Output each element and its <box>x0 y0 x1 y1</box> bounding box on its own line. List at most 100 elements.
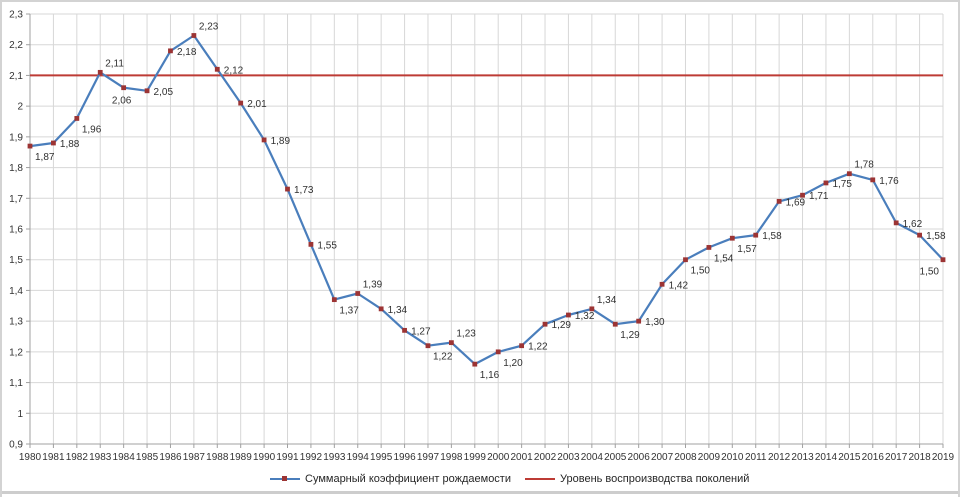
replacement-line-swatch-icon <box>525 478 555 480</box>
data-point-marker[interactable] <box>753 232 759 238</box>
y-axis-label: 1,7 <box>9 194 23 205</box>
data-point-label: 1,27 <box>411 326 431 337</box>
data-point-label: 1,88 <box>60 139 80 150</box>
data-point-label: 2,18 <box>177 47 197 58</box>
data-point-marker[interactable] <box>51 140 56 146</box>
x-axis-label: 2014 <box>815 452 838 463</box>
legend-item-replacement-level[interactable]: Уровень воспроизводства поколений <box>525 473 749 485</box>
data-point-marker[interactable] <box>870 177 876 183</box>
data-point-label: 1,75 <box>832 179 852 190</box>
x-axis-label: 1992 <box>300 452 323 463</box>
data-point-marker[interactable] <box>308 241 314 247</box>
x-axis-label: 2012 <box>768 452 791 463</box>
data-point-marker[interactable] <box>238 100 244 106</box>
legend-label-fertility-rate: Суммарный коэффициент рождаемости <box>305 473 511 485</box>
data-point-marker[interactable] <box>495 349 501 355</box>
data-point-label: 1,58 <box>926 231 946 242</box>
data-point-marker[interactable] <box>542 321 548 327</box>
y-axis-label: 2,1 <box>9 71 23 82</box>
data-point-marker[interactable] <box>402 327 407 333</box>
x-axis-label: 1997 <box>417 452 440 463</box>
x-axis-label: 1998 <box>440 452 463 463</box>
data-point-marker[interactable] <box>519 343 525 349</box>
data-point-marker[interactable] <box>378 306 384 312</box>
data-point-label: 1,73 <box>294 185 314 196</box>
y-axis-label: 1,6 <box>9 225 23 236</box>
x-axis-label: 1999 <box>464 452 487 463</box>
data-point-label: 1,69 <box>786 197 806 208</box>
x-axis-label: 1990 <box>253 452 276 463</box>
y-axis-label: 1,9 <box>9 132 23 143</box>
data-point-marker[interactable] <box>448 340 454 346</box>
data-point-marker[interactable] <box>168 48 173 54</box>
data-point-label: 1,55 <box>317 240 337 251</box>
data-point-marker[interactable] <box>214 66 220 72</box>
data-point-marker[interactable] <box>636 318 642 324</box>
data-point-marker[interactable] <box>472 361 478 367</box>
x-axis-label: 1987 <box>183 452 206 463</box>
data-point-marker[interactable] <box>659 281 665 287</box>
data-point-marker[interactable] <box>823 180 829 186</box>
y-axis-label: 1 <box>17 409 23 420</box>
y-axis-label: 2 <box>17 102 23 113</box>
data-point-label: 1,71 <box>809 191 829 202</box>
data-point-marker[interactable] <box>917 232 922 238</box>
data-point-label: 1,37 <box>339 306 359 317</box>
data-point-marker[interactable] <box>683 257 688 263</box>
y-axis-label: 0,9 <box>9 440 23 451</box>
y-axis-label: 2,2 <box>9 40 23 51</box>
x-axis-label: 2002 <box>534 452 557 463</box>
x-axis-label: 2017 <box>885 452 908 463</box>
data-point-label: 1,22 <box>433 352 453 363</box>
x-axis-label: 2001 <box>510 452 533 463</box>
data-point-marker[interactable] <box>27 143 33 149</box>
chart-legend: Суммарный коэффициент рождаемости Уровен… <box>270 473 749 485</box>
x-axis-label: 2005 <box>604 452 627 463</box>
x-axis-label: 2011 <box>745 452 767 463</box>
x-axis-label: 2010 <box>721 452 744 463</box>
data-point-label: 1,89 <box>271 136 291 147</box>
data-point-marker[interactable] <box>121 85 127 91</box>
data-point-label: 1,54 <box>714 253 734 264</box>
x-axis-label: 2000 <box>487 452 510 463</box>
data-point-marker[interactable] <box>800 192 805 198</box>
data-point-label: 1,39 <box>363 280 383 291</box>
data-point-marker[interactable] <box>425 343 431 349</box>
data-point-marker[interactable] <box>261 137 267 143</box>
data-point-marker[interactable] <box>144 88 150 94</box>
data-point-marker[interactable] <box>776 198 782 204</box>
data-point-marker[interactable] <box>331 297 337 303</box>
legend-item-fertility-rate[interactable]: Суммарный коэффициент рождаемости <box>270 473 511 485</box>
data-point-marker[interactable] <box>589 306 595 312</box>
fertility-rate-line <box>28 34 945 366</box>
y-axis-label: 1,4 <box>9 286 23 297</box>
data-point-marker[interactable] <box>940 257 946 263</box>
data-point-label: 2,06 <box>112 96 132 107</box>
data-point-marker[interactable] <box>191 33 197 38</box>
data-point-marker[interactable] <box>285 186 290 192</box>
data-point-label: 2,05 <box>154 87 174 98</box>
y-axis-label: 1,8 <box>9 163 23 174</box>
x-axis-label: 1996 <box>393 452 416 463</box>
x-axis-label: 2006 <box>628 452 651 463</box>
x-axis-label: 2016 <box>862 452 885 463</box>
x-axis-label: 1995 <box>370 452 393 463</box>
data-point-label: 1,23 <box>456 329 476 340</box>
data-point-marker[interactable] <box>706 245 712 250</box>
x-axis-label: 2003 <box>557 452 580 463</box>
data-point-marker[interactable] <box>97 69 103 75</box>
y-axis-label: 1,3 <box>9 317 23 328</box>
x-axis-label: 1980 <box>19 452 42 463</box>
x-axis-label: 1982 <box>66 452 89 463</box>
data-point-marker[interactable] <box>355 291 361 296</box>
data-point-label: 1,32 <box>575 311 595 322</box>
x-axis-label: 1991 <box>276 452 299 463</box>
data-point-marker[interactable] <box>74 116 80 121</box>
data-point-marker[interactable] <box>612 321 618 327</box>
data-point-marker[interactable] <box>566 312 571 318</box>
data-point-label: 1,76 <box>879 176 899 187</box>
data-point-marker[interactable] <box>893 220 899 226</box>
data-point-marker[interactable] <box>846 171 852 177</box>
x-axis-label: 1993 <box>323 452 346 463</box>
data-point-marker[interactable] <box>729 235 735 241</box>
